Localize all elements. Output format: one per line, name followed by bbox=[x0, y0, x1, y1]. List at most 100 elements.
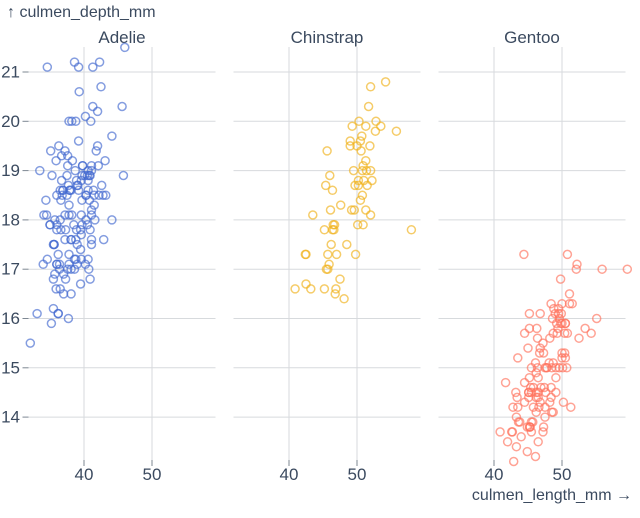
data-point bbox=[525, 382, 536, 393]
data-point bbox=[391, 126, 402, 136]
data-point bbox=[77, 160, 88, 171]
data-point bbox=[511, 441, 522, 452]
data-point bbox=[73, 185, 84, 196]
data-point bbox=[327, 225, 338, 235]
data-point bbox=[511, 387, 521, 398]
data-point bbox=[38, 259, 48, 270]
data-point bbox=[538, 422, 549, 432]
data-point bbox=[523, 387, 534, 398]
data-point bbox=[523, 343, 533, 353]
data-point bbox=[63, 180, 74, 191]
data-point bbox=[511, 412, 522, 422]
data-point bbox=[348, 165, 359, 176]
data-point bbox=[323, 249, 333, 260]
data-point bbox=[56, 195, 66, 205]
data-point bbox=[534, 402, 544, 412]
data-point bbox=[46, 318, 57, 329]
data-point bbox=[86, 165, 97, 176]
data-point bbox=[597, 264, 607, 274]
data-point bbox=[354, 116, 364, 127]
data-point bbox=[559, 348, 570, 358]
data-point bbox=[50, 269, 60, 279]
data-point bbox=[365, 82, 376, 92]
data-point bbox=[540, 412, 550, 422]
data-point bbox=[546, 382, 556, 393]
data-point bbox=[76, 210, 87, 220]
data-point bbox=[62, 264, 73, 274]
y-tick-label: 19 bbox=[1, 161, 20, 180]
data-point bbox=[557, 353, 567, 363]
data-point bbox=[45, 146, 56, 156]
data-point bbox=[325, 205, 336, 215]
data-point bbox=[524, 308, 535, 319]
data-point bbox=[519, 249, 529, 260]
data-point bbox=[69, 254, 80, 265]
data-point bbox=[356, 146, 366, 156]
data-point bbox=[319, 284, 330, 294]
data-point bbox=[96, 180, 107, 191]
data-point bbox=[60, 274, 71, 284]
data-point bbox=[516, 432, 526, 442]
data-point bbox=[73, 62, 84, 72]
data-point bbox=[545, 333, 555, 343]
x-tick-label: 40 bbox=[280, 465, 299, 484]
data-point bbox=[64, 200, 74, 210]
data-point bbox=[571, 264, 582, 274]
data-point bbox=[101, 190, 111, 201]
data-point bbox=[51, 284, 61, 294]
data-point bbox=[88, 101, 98, 112]
data-point bbox=[324, 259, 334, 270]
facet-title-chinstrap: Chinstrap bbox=[290, 28, 364, 47]
data-point bbox=[100, 155, 110, 166]
data-point bbox=[60, 210, 70, 220]
data-point bbox=[353, 175, 364, 186]
data-point bbox=[534, 348, 545, 358]
data-point bbox=[94, 190, 104, 201]
data-point bbox=[580, 323, 590, 334]
data-point bbox=[83, 165, 93, 176]
data-point bbox=[72, 239, 82, 250]
data-point bbox=[66, 264, 76, 274]
data-point bbox=[512, 392, 522, 403]
data-point bbox=[62, 151, 73, 161]
data-point bbox=[370, 126, 381, 136]
data-point bbox=[545, 397, 555, 408]
data-point bbox=[560, 353, 571, 363]
data-point bbox=[45, 220, 55, 230]
data-point bbox=[69, 264, 80, 274]
data-point bbox=[376, 121, 386, 131]
data-point bbox=[361, 155, 371, 166]
data-point bbox=[56, 175, 67, 186]
data-point bbox=[591, 313, 602, 324]
data-point bbox=[513, 402, 523, 412]
data-point bbox=[86, 205, 97, 215]
data-point bbox=[49, 239, 59, 250]
data-point bbox=[358, 220, 368, 230]
data-point bbox=[553, 308, 564, 319]
data-point bbox=[86, 234, 97, 245]
data-point bbox=[558, 397, 569, 408]
data-point bbox=[556, 308, 567, 319]
data-point bbox=[361, 165, 372, 176]
data-point bbox=[559, 328, 570, 339]
data-point bbox=[538, 348, 549, 358]
facet-title-gentoo: Gentoo bbox=[504, 28, 560, 47]
data-point bbox=[535, 308, 545, 319]
data-point bbox=[67, 155, 78, 166]
data-point bbox=[531, 407, 541, 417]
data-point bbox=[357, 131, 367, 141]
data-point bbox=[60, 234, 70, 245]
data-point bbox=[555, 318, 566, 329]
data-point bbox=[117, 101, 127, 112]
data-point bbox=[85, 225, 95, 235]
data-point bbox=[53, 308, 63, 319]
data-point bbox=[89, 190, 99, 201]
data-point bbox=[53, 249, 63, 260]
data-point bbox=[94, 57, 105, 67]
data-point bbox=[52, 220, 62, 230]
data-point bbox=[546, 392, 556, 403]
data-point bbox=[380, 77, 391, 87]
data-point bbox=[64, 249, 74, 260]
data-point bbox=[329, 220, 340, 230]
x-tick-label: 50 bbox=[553, 465, 572, 484]
